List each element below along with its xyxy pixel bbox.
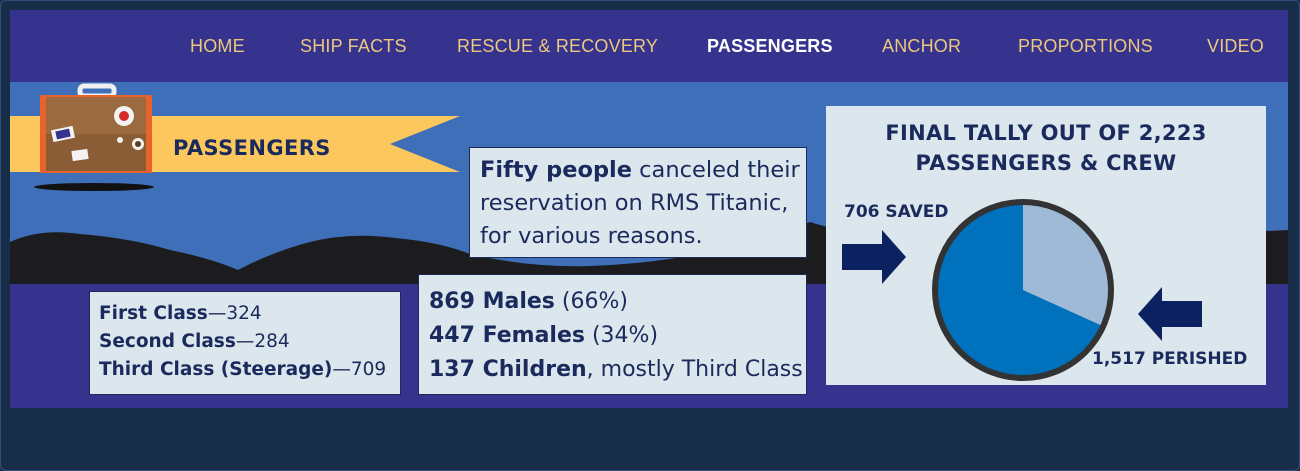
saved-arrow bbox=[842, 230, 906, 284]
class-value: —324 bbox=[207, 303, 262, 324]
demographic-detail: , mostly Third Class bbox=[586, 357, 803, 382]
top-nav: HOME SHIP FACTS RESCUE & RECOVERY PASSEN… bbox=[10, 10, 1288, 82]
suitcase-shadow bbox=[34, 183, 154, 191]
class-name: Second Class bbox=[99, 331, 236, 352]
perished-label: 1,517 PERISHED bbox=[1092, 349, 1248, 369]
fifty-line-2: reservation on RMS Titanic, bbox=[480, 190, 789, 216]
fifty-line-3: for various reasons. bbox=[480, 223, 703, 249]
fifty-bold: Fifty people bbox=[480, 157, 633, 183]
class-value: —284 bbox=[235, 331, 290, 352]
nav-passengers[interactable]: PASSENGERS bbox=[707, 36, 833, 56]
tally-title: FINAL TALLY OUT OF 2,223 PASSENGERS & CR… bbox=[826, 118, 1266, 178]
demographic-detail: (34%) bbox=[584, 323, 659, 348]
class-row: First Class—324 bbox=[99, 300, 400, 328]
class-name: Third Class (Steerage) bbox=[99, 359, 333, 380]
nav-anchor[interactable]: ANCHOR bbox=[882, 36, 962, 56]
saved-label: 706 SAVED bbox=[844, 202, 949, 222]
demographic-count: 137 Children bbox=[429, 357, 587, 382]
demographic-count: 447 Females bbox=[429, 323, 585, 348]
pie-slice-perished bbox=[935, 202, 1104, 378]
page-title: PASSENGERS bbox=[173, 136, 331, 160]
class-row: Second Class—284 bbox=[99, 328, 400, 356]
demographic-row: 447 Females (34%) bbox=[429, 319, 806, 353]
classes-panel: First Class—324 Second Class—284 Third C… bbox=[89, 291, 401, 395]
nav-rescue-recovery[interactable]: RESCUE & RECOVERY bbox=[457, 36, 659, 56]
class-value: —709 bbox=[332, 359, 387, 380]
hero-scene: PASSENGERS Fifty people canceled their r… bbox=[10, 82, 1288, 408]
nav-home[interactable]: HOME bbox=[190, 36, 245, 56]
demographics-panel: 869 Males (66%) 447 Females (34%) 137 Ch… bbox=[418, 274, 807, 395]
pie-outline bbox=[932, 199, 1114, 381]
tally-title-line-1: FINAL TALLY OUT OF 2,223 bbox=[885, 121, 1207, 145]
tally-title-line-2: PASSENGERS & CREW bbox=[915, 151, 1177, 175]
demographic-detail: (66%) bbox=[554, 289, 628, 314]
final-tally-panel: FINAL TALLY OUT OF 2,223 PASSENGERS & CR… bbox=[826, 106, 1266, 385]
nav-proportions[interactable]: PROPORTIONS bbox=[1018, 36, 1153, 56]
demographic-row: 869 Males (66%) bbox=[429, 285, 806, 319]
suitcase-icon bbox=[40, 83, 152, 173]
class-row: Third Class (Steerage)—709 bbox=[99, 356, 400, 384]
perished-arrow bbox=[1138, 287, 1202, 341]
fifty-line-1: Fifty people canceled their bbox=[480, 154, 806, 187]
class-name: First Class bbox=[99, 303, 208, 324]
demographic-row: 137 Children, mostly Third Class bbox=[429, 353, 806, 387]
nav-video[interactable]: VIDEO bbox=[1207, 36, 1265, 56]
fifty-canceled-panel: Fifty people canceled their reservation … bbox=[469, 147, 807, 258]
fifty-line-1-rest: canceled their bbox=[632, 157, 800, 183]
infographic-stage: HOME SHIP FACTS RESCUE & RECOVERY PASSEN… bbox=[10, 10, 1288, 408]
demographic-count: 869 Males bbox=[429, 289, 555, 314]
tally-pie-chart bbox=[842, 199, 1202, 381]
nav-ship-facts[interactable]: SHIP FACTS bbox=[300, 36, 407, 56]
